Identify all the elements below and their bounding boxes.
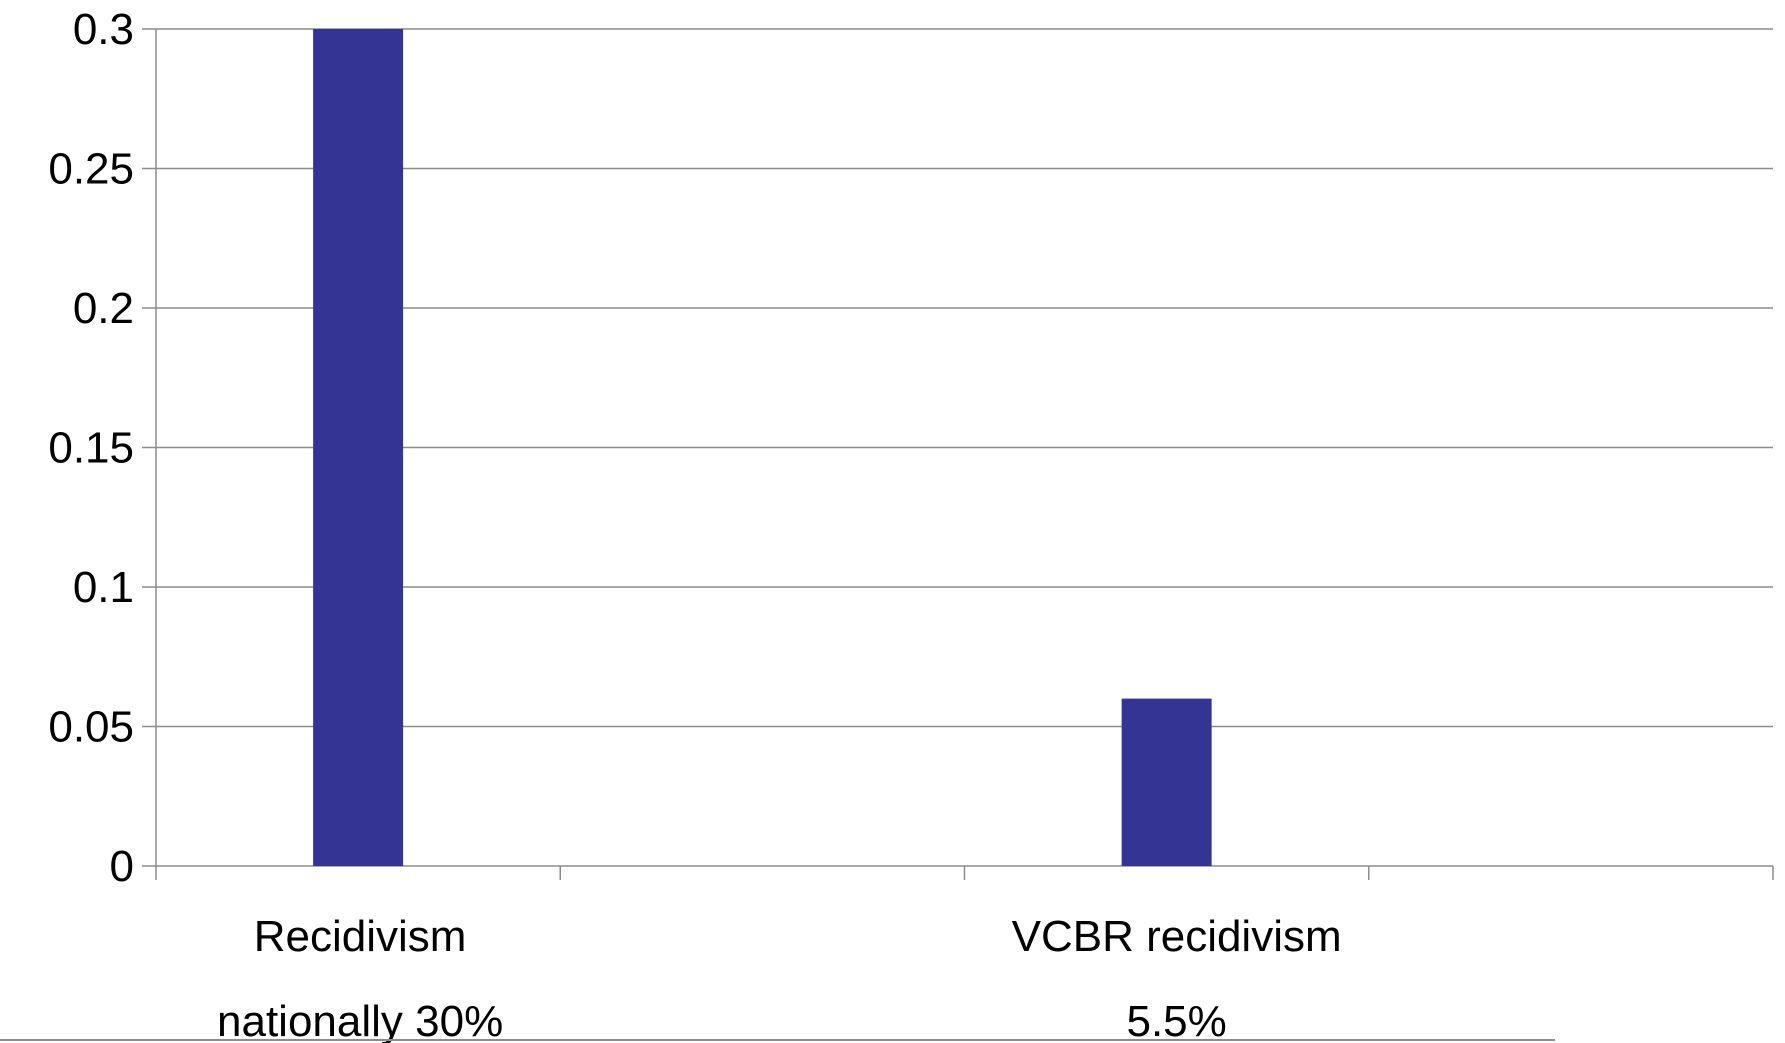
x-category-labels: Recidivism nationally 30% VCBR recidivism 5… — [217, 912, 1342, 1043]
y-tick-label: 0.25 — [48, 145, 134, 194]
bar-1 — [313, 29, 403, 866]
y-tick-label: 0.05 — [48, 703, 134, 752]
y-tick-label: 0.2 — [73, 284, 134, 333]
x-category-label: Recidivism — [254, 912, 467, 961]
y-tick-label: 0 — [110, 842, 134, 891]
x-category-label: nationally 30% — [217, 997, 503, 1043]
y-tick-label: 0.15 — [48, 424, 134, 473]
x-category-label: 5.5% — [1126, 997, 1226, 1043]
y-tick-label: 0.1 — [73, 563, 134, 612]
y-tick-label: 0.3 — [73, 5, 134, 54]
y-tick-labels: 0 0.05 0.1 0.15 0.2 0.25 0.3 — [48, 5, 134, 891]
bar-2 — [1122, 699, 1212, 866]
x-category-label: VCBR recidivism — [1012, 912, 1342, 961]
